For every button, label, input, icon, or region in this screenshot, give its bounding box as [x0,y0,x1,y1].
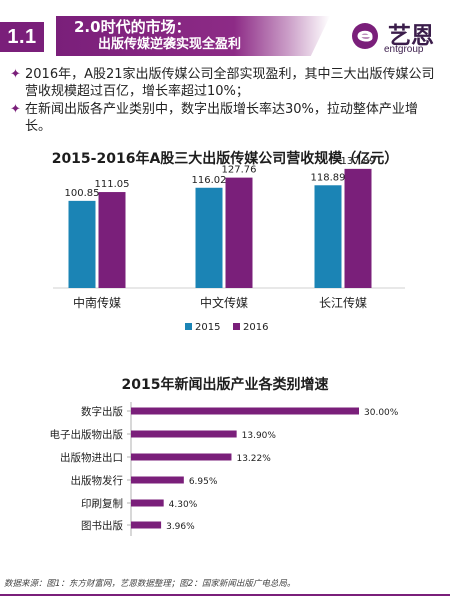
category-tick-label: 电子出版物出版 [50,428,124,441]
bar-2015 [68,200,96,288]
sparkle-bullet-icon: ✦ [10,102,21,117]
bullet-list: ✦ 2016年，A股21家出版传媒公司全部实现盈利，其中三大出版传媒公司营收规模… [10,66,440,136]
growth-chart-title: 2015年新闻出版产业各类别增速 [121,377,329,393]
bar-2015 [195,187,223,288]
revenue-chart-title: 2015-2016年A股三大出版传媒公司营收规模（亿元） [51,151,399,167]
bar-value-label: 4.30% [169,500,198,510]
bar-2016 [98,192,126,288]
category-tick-label: 图书出版 [81,519,123,532]
bar-value-label: 3.96% [166,522,195,532]
logo-english-text: entgroup [384,44,424,55]
category-tick-label: 出版物发行 [71,474,124,487]
bar-2015 [314,185,342,288]
growth-bar [131,521,162,529]
category-tick-label: 数字出版 [81,405,123,418]
entgroup-logo: 艺恩 entgroup [350,16,446,56]
growth-bar [131,430,237,438]
growth-bar [131,407,359,415]
sparkle-bullet-icon: ✦ [10,67,21,82]
slide-header: 1.1 2.0时代的市场： 出版传媒逆袭实现全盈利 艺恩 entgroup [0,8,450,64]
bar-value-label: 137.89 [341,156,376,167]
bullet-text: 2016年，A股21家出版传媒公司全部实现盈利，其中三大出版传媒公司营收规模超过… [25,67,435,99]
legend-label: 2016 [243,322,268,333]
bar-value-label: 100.85 [65,188,100,199]
entgroup-logo-icon [352,23,378,49]
bar-value-label: 111.05 [95,179,130,190]
bar-2016 [225,177,253,288]
growth-bar [131,499,164,507]
bar-2016 [344,168,372,288]
bullet-text: 在新闻出版各产业类别中，数字出版增长率达30%，拉动整体产业增长。 [25,102,418,134]
bar-value-label: 127.76 [222,165,257,176]
bar-value-label: 13.90% [242,431,277,441]
data-source-note: 数据来源：图1：东方财富网，艺恩数据整理；图2：国家新闻出版广电总局。 [4,579,296,589]
bar-value-label: 118.89 [311,172,346,183]
legend-swatch-2015 [185,323,192,330]
logo-chinese-text: 艺恩 [388,23,434,49]
bar-value-label: 13.22% [236,454,271,464]
bottom-divider [0,594,450,596]
bar-value-label: 6.95% [189,477,218,487]
section-number-badge: 1.1 [0,22,44,52]
page-title: 2.0时代的市场： [74,18,191,36]
legend-label: 2015 [195,322,220,333]
bar-value-label: 116.02 [192,175,227,186]
page-subtitle: 出版传媒逆袭实现全盈利 [98,37,242,52]
category-tick-label: 中南传媒 [73,295,121,310]
bullet-item: ✦ 2016年，A股21家出版传媒公司全部实现盈利，其中三大出版传媒公司营收规模… [10,66,440,100]
legend-swatch-2016 [233,323,240,330]
bar-value-label: 30.00% [364,408,399,418]
title-banner [56,16,330,56]
category-tick-label: 印刷复制 [81,497,123,510]
growth-bar [131,476,184,484]
bullet-item: ✦ 在新闻出版各产业类别中，数字出版增长率达30%，拉动整体产业增长。 [10,101,440,135]
category-tick-label: 出版物进出口 [60,451,123,464]
category-tick-label: 中文传媒 [200,295,248,310]
category-tick-label: 长江传媒 [319,295,367,310]
growth-bar [131,453,232,461]
